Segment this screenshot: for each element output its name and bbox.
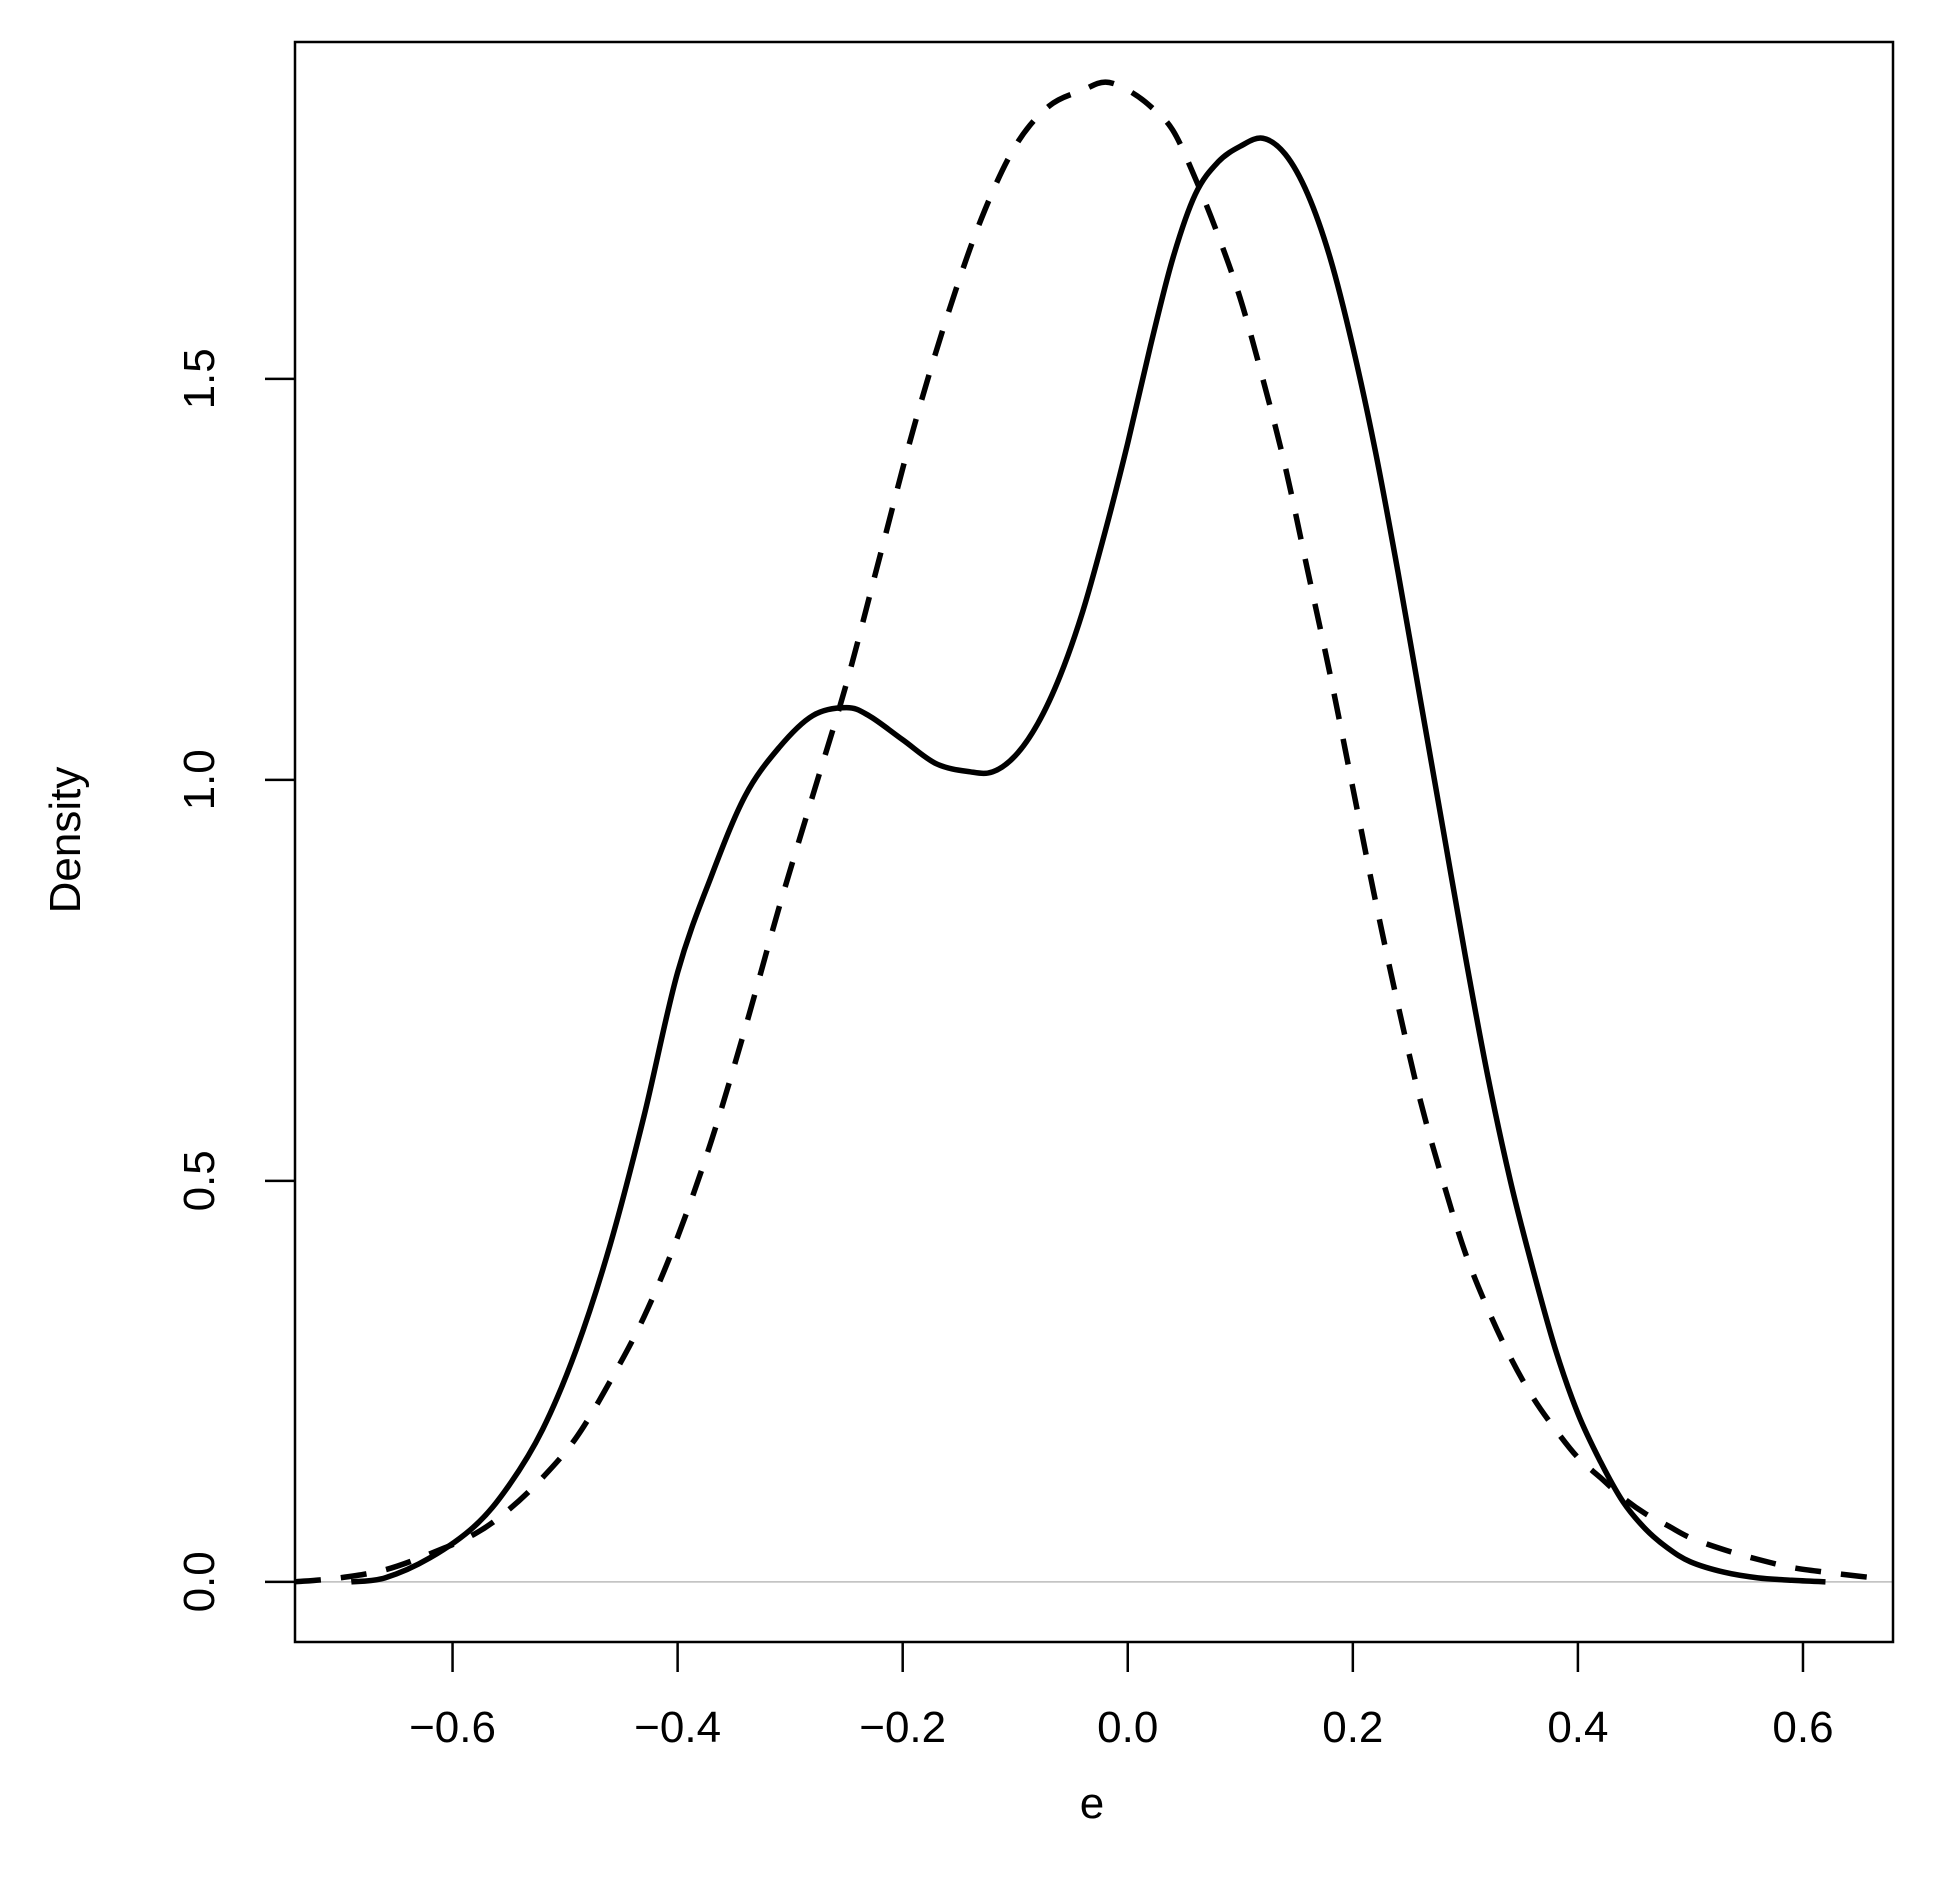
x-tick-label: 0.2 [1322, 1703, 1383, 1752]
x-tick-label: −0.2 [859, 1703, 946, 1752]
y-tick-label: 0.5 [175, 1150, 224, 1211]
y-axis-title: Density [41, 767, 90, 914]
solid-density-line [350, 135, 1826, 1585]
x-tick-label: 0.6 [1772, 1703, 1833, 1752]
x-tick-label: −0.6 [409, 1703, 496, 1752]
y-tick-label: 0.0 [175, 1551, 224, 1612]
x-tick-label: −0.4 [634, 1703, 721, 1752]
x-tick-label: 0.4 [1547, 1703, 1608, 1752]
plot-frame [293, 40, 1895, 1644]
x-axis-title: e [1080, 1779, 1104, 1828]
x-tick-label: 0.0 [1097, 1703, 1158, 1752]
y-tick-label: 1.0 [175, 749, 224, 810]
axis-layer: −0.6 −0.4 −0.2 0.0 0.2 0.4 0.6 0.0 0.5 1.0 1.5 [175, 348, 1834, 1752]
plot-layer [294, 79, 1893, 1585]
y-tick-label: 1.5 [175, 348, 224, 409]
dashed-density-line [294, 79, 1883, 1585]
